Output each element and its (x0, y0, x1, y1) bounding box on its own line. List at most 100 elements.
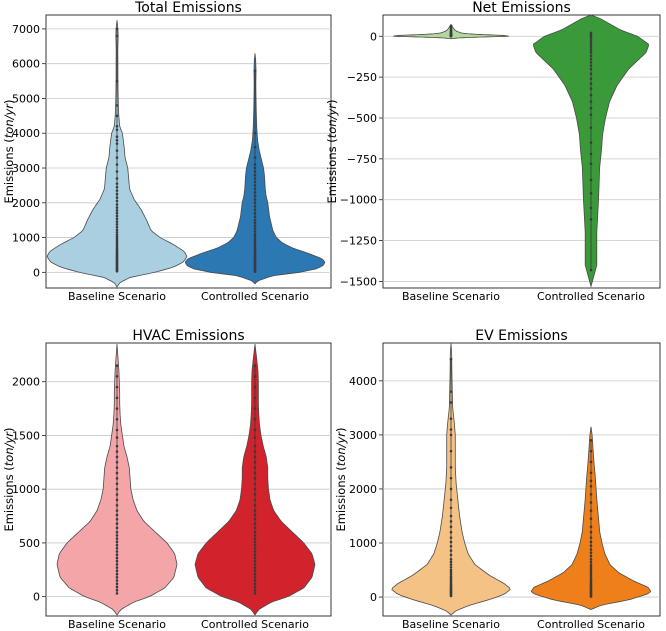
data-point (253, 145, 257, 149)
y-tick-label: 2000 (349, 483, 377, 496)
data-point (115, 239, 119, 243)
data-point (449, 449, 453, 453)
data-point (589, 557, 593, 561)
data-point (253, 69, 257, 72)
data-point (253, 592, 257, 595)
data-point (253, 396, 257, 400)
data-point (253, 537, 257, 540)
y-tick-label: 0 (370, 591, 377, 604)
data-point (115, 517, 119, 521)
data-point (589, 31, 593, 35)
data-point (589, 206, 593, 210)
data-point (253, 572, 257, 576)
data-point (449, 506, 453, 510)
data-point (115, 471, 119, 475)
data-point (115, 114, 119, 118)
data-point (115, 513, 119, 517)
data-point (253, 236, 257, 240)
data-point (589, 191, 593, 195)
data-point (449, 525, 453, 529)
data-point (449, 568, 453, 572)
panel-ev-emissions: EV Emissions Emissions (ton/yr) Baseline… (334, 328, 661, 631)
data-point (115, 477, 119, 480)
data-point (253, 461, 257, 464)
data-point (115, 199, 119, 203)
data-point (449, 536, 453, 539)
data-point (115, 211, 119, 215)
data-point (253, 553, 257, 557)
data-point (589, 126, 593, 130)
data-point (115, 546, 119, 550)
data-point (449, 514, 453, 518)
y-tick-label: −250 (347, 71, 377, 84)
data-point (589, 152, 593, 156)
data-point (589, 439, 593, 442)
data-point (115, 579, 119, 582)
data-point (253, 407, 257, 410)
data-point (115, 189, 119, 192)
y-tick-label: 4000 (349, 375, 377, 388)
data-point (589, 61, 593, 64)
data-point (449, 520, 453, 523)
y-tick-label: 7000 (12, 23, 40, 36)
data-point (589, 548, 593, 551)
data-point (253, 166, 257, 170)
data-point (253, 227, 257, 230)
data-point (115, 209, 119, 212)
data-point (253, 170, 257, 173)
data-point (589, 544, 593, 548)
data-point (253, 513, 257, 517)
data-point (253, 498, 257, 502)
data-point (115, 128, 119, 132)
data-point (115, 192, 119, 196)
data-point (589, 77, 593, 81)
y-tick-label: −1500 (340, 275, 377, 288)
data-point (253, 522, 257, 525)
data-point (253, 556, 257, 560)
data-point (253, 450, 257, 453)
data-point (115, 223, 119, 226)
data-point (589, 576, 593, 579)
data-point (253, 191, 257, 194)
chart-title: Net Emissions (472, 0, 571, 16)
y-tick-label: 1000 (12, 483, 40, 496)
data-point (253, 224, 257, 228)
data-point (115, 170, 119, 173)
data-point (449, 540, 453, 544)
data-point (253, 471, 257, 475)
data-point (115, 509, 119, 512)
data-point (589, 141, 593, 144)
data-point (589, 460, 593, 464)
data-point (589, 48, 593, 52)
data-point (115, 375, 119, 378)
data-point (115, 364, 119, 367)
data-point (449, 24, 453, 27)
chart-title: HVAC Emissions (132, 328, 244, 344)
data-point (589, 39, 593, 42)
data-point (115, 233, 119, 237)
data-point (115, 444, 119, 448)
data-point (115, 436, 119, 439)
data-point (253, 493, 257, 496)
data-point (589, 218, 593, 221)
plot-area (45, 14, 332, 289)
y-tick-label: 0 (370, 30, 377, 43)
data-point (589, 517, 593, 520)
data-point (115, 196, 119, 199)
data-point (449, 549, 453, 552)
data-point (589, 64, 593, 67)
data-point (115, 569, 119, 573)
data-point (589, 563, 593, 566)
data-point (115, 482, 119, 486)
data-point (589, 509, 593, 512)
data-point (115, 27, 119, 31)
data-point (253, 211, 257, 215)
data-point (115, 450, 119, 453)
data-point (253, 232, 257, 236)
data-point (253, 540, 257, 544)
data-point (253, 563, 257, 566)
data-point (115, 34, 119, 38)
data-point (253, 187, 257, 191)
data-point (115, 582, 119, 586)
